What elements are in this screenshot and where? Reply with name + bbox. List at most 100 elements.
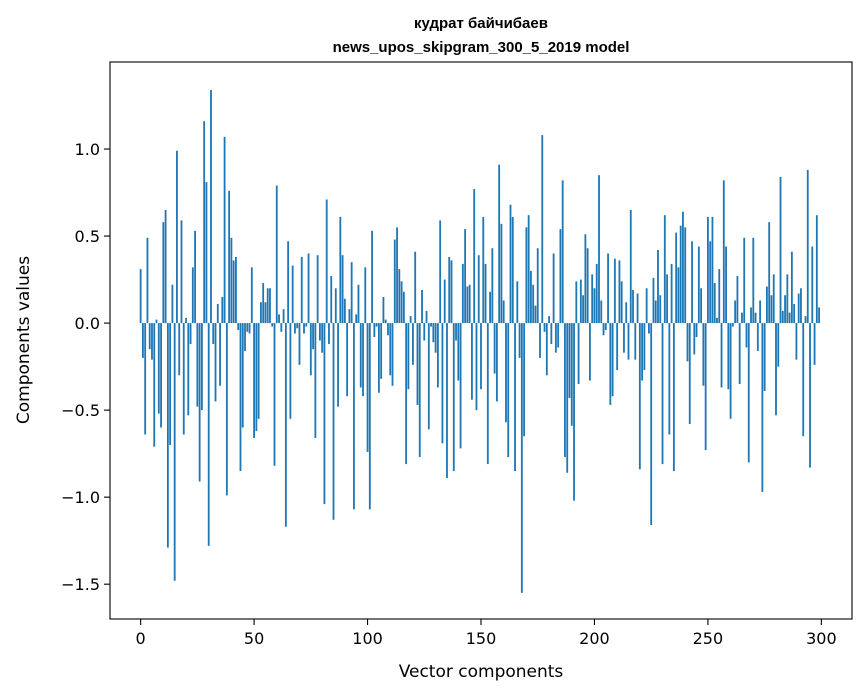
bar xyxy=(257,323,260,419)
bar xyxy=(500,223,503,324)
bar xyxy=(616,323,619,371)
bar xyxy=(328,323,330,344)
bar xyxy=(323,323,326,505)
bar xyxy=(668,323,671,435)
bar xyxy=(514,323,516,472)
bar xyxy=(568,323,571,398)
bar xyxy=(461,263,464,324)
bar xyxy=(316,255,319,324)
x-tick-label: 50 xyxy=(244,629,264,648)
bar xyxy=(228,190,231,324)
bar xyxy=(809,323,811,468)
bar xyxy=(443,279,446,324)
bar xyxy=(294,323,296,334)
bar xyxy=(675,232,678,324)
bar xyxy=(604,323,607,331)
x-tick-label: 150 xyxy=(466,629,497,648)
bar xyxy=(720,323,723,388)
bar xyxy=(609,323,612,405)
bar xyxy=(684,227,687,324)
bar xyxy=(416,323,419,405)
bar xyxy=(225,323,228,496)
bar xyxy=(359,323,362,388)
bar xyxy=(704,323,707,451)
bar xyxy=(446,323,448,479)
bar xyxy=(296,323,299,329)
bar xyxy=(575,281,578,324)
bar xyxy=(264,302,267,324)
bar xyxy=(729,323,732,419)
bar xyxy=(763,323,766,391)
bar xyxy=(253,323,255,438)
bar xyxy=(784,295,786,324)
bar xyxy=(475,323,478,411)
bar xyxy=(280,323,283,332)
bar xyxy=(455,323,457,341)
bar xyxy=(194,230,196,324)
bar xyxy=(239,323,242,472)
bar xyxy=(157,323,160,414)
bar xyxy=(187,323,190,416)
bar xyxy=(169,323,172,445)
bar xyxy=(262,283,265,324)
bar xyxy=(480,323,482,390)
bar xyxy=(353,323,355,510)
bar xyxy=(532,284,535,324)
bar xyxy=(607,253,609,324)
bar xyxy=(314,323,317,438)
bar xyxy=(237,323,240,331)
bar xyxy=(741,312,743,324)
bar xyxy=(180,220,183,324)
bar xyxy=(210,89,212,324)
bar xyxy=(806,169,809,324)
bar xyxy=(198,323,201,482)
bar xyxy=(427,323,430,430)
bar xyxy=(786,274,789,324)
bar xyxy=(466,286,469,324)
bar xyxy=(309,323,312,376)
bar xyxy=(371,230,373,324)
bar xyxy=(725,246,727,324)
bar xyxy=(686,323,689,362)
bar xyxy=(766,286,768,324)
bar xyxy=(645,288,648,324)
bar xyxy=(738,323,741,385)
bar xyxy=(405,323,408,465)
bar xyxy=(736,276,739,324)
bar xyxy=(579,279,582,324)
bar xyxy=(357,284,360,324)
bar xyxy=(663,215,666,324)
bar xyxy=(291,265,294,324)
bar xyxy=(691,241,693,324)
bar xyxy=(745,323,748,348)
bar xyxy=(471,323,473,400)
bar xyxy=(203,121,206,324)
bar xyxy=(539,323,541,358)
bar xyxy=(652,277,655,324)
bar xyxy=(598,175,600,324)
bar xyxy=(334,288,337,324)
bar xyxy=(779,176,782,324)
bar xyxy=(380,323,383,379)
bar xyxy=(800,288,802,324)
bar xyxy=(287,241,290,324)
bar xyxy=(672,323,675,472)
bar xyxy=(173,323,176,581)
bar xyxy=(632,290,634,324)
bar xyxy=(516,281,519,324)
bar xyxy=(486,323,489,465)
bar xyxy=(697,246,700,324)
bar xyxy=(525,227,528,324)
bar xyxy=(761,323,764,492)
bar xyxy=(273,323,276,466)
bar xyxy=(153,323,156,447)
bar xyxy=(362,323,364,397)
bar-series xyxy=(139,89,821,593)
bar xyxy=(752,237,755,324)
bar xyxy=(155,319,158,324)
bar xyxy=(495,323,498,402)
bar xyxy=(393,239,396,324)
bar xyxy=(219,323,221,386)
bar xyxy=(754,312,757,324)
bar xyxy=(269,288,271,324)
